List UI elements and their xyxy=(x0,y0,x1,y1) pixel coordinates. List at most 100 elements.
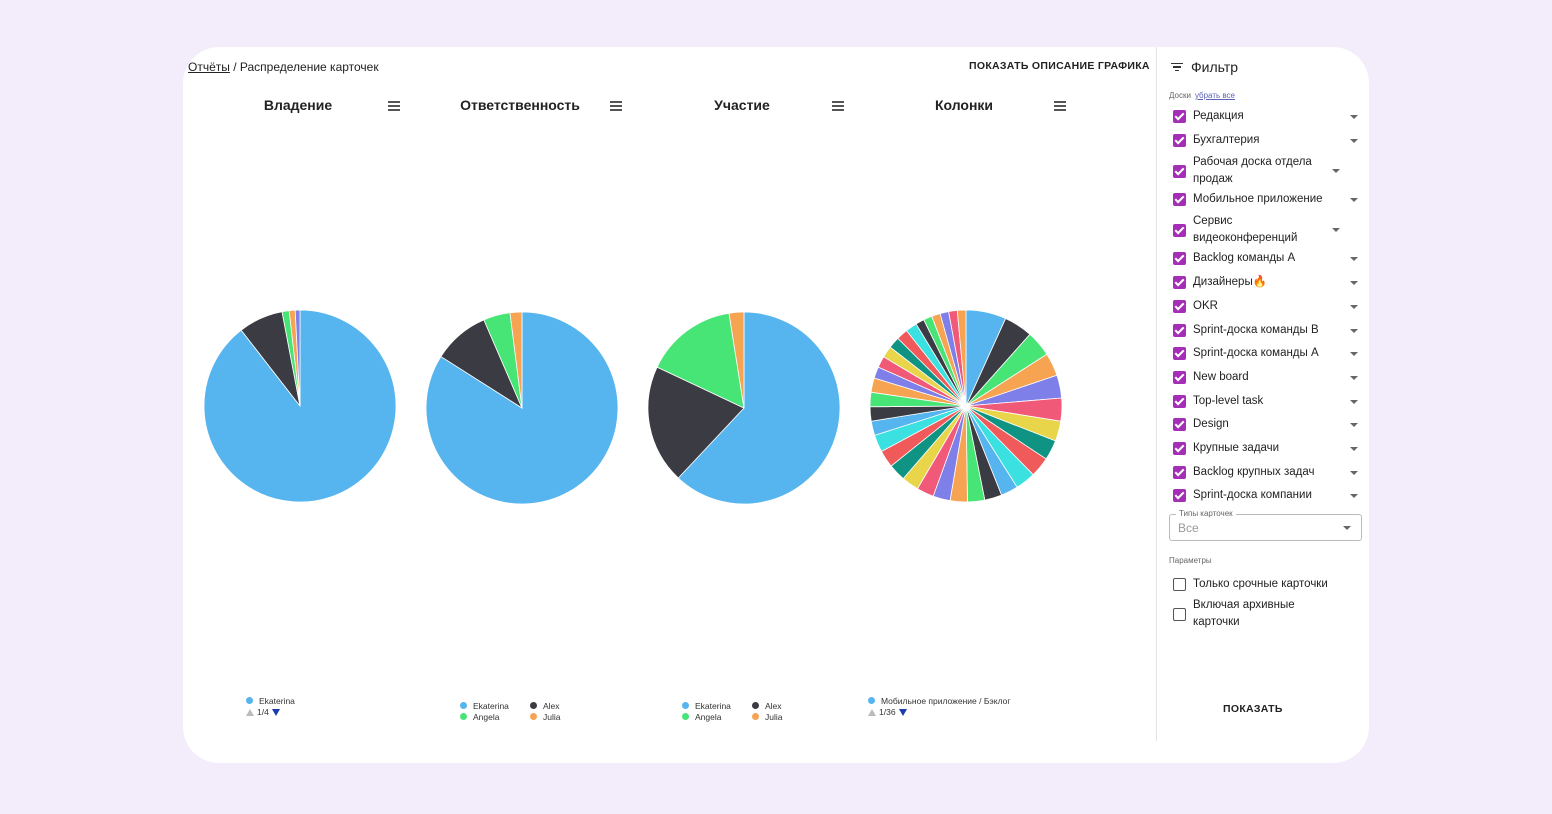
params-section-label: Параметры xyxy=(1169,556,1212,565)
chart-menu-icon[interactable] xyxy=(388,101,400,111)
board-filter-label: Sprint-доска компании xyxy=(1193,489,1312,501)
breadcrumb-reports-link[interactable]: Отчёты xyxy=(188,60,230,74)
board-filter-item[interactable]: New board xyxy=(1173,369,1358,386)
pie-slice[interactable] xyxy=(425,311,619,505)
board-filter-item[interactable]: Sprint-доска команды B xyxy=(1173,322,1358,339)
legend-item[interactable]: Angela xyxy=(682,712,738,722)
remove-all-link[interactable]: убрать все xyxy=(1194,91,1235,100)
board-filter-item[interactable]: Крупные задачи xyxy=(1173,440,1358,457)
checkbox-checked[interactable] xyxy=(1173,134,1186,147)
chevron-down-icon[interactable] xyxy=(1350,138,1358,143)
param-urgent-only[interactable]: Только срочные карточки xyxy=(1173,576,1363,593)
pie-slice[interactable] xyxy=(509,311,523,409)
board-filter-item[interactable]: Backlog крупных задач xyxy=(1173,464,1358,481)
board-filter-item[interactable]: Backlog команды А xyxy=(1173,250,1358,267)
pie-slice[interactable] xyxy=(677,311,841,505)
pie-slice[interactable] xyxy=(956,309,967,407)
board-filter-item[interactable]: Рабочая доска отдела продаж xyxy=(1173,154,1358,188)
pager-next-icon[interactable] xyxy=(898,708,907,716)
checkbox-checked[interactable] xyxy=(1173,276,1186,289)
checkbox-checked[interactable] xyxy=(1173,466,1186,479)
chevron-down-icon[interactable] xyxy=(1350,351,1358,356)
chevron-down-icon[interactable] xyxy=(1350,328,1358,333)
param-include-archived[interactable]: Включая архивные карточки xyxy=(1173,597,1323,631)
chevron-down-icon[interactable] xyxy=(1350,375,1358,380)
chart-menu-icon[interactable] xyxy=(610,101,622,111)
checkbox-checked[interactable] xyxy=(1173,300,1186,313)
card-types-select[interactable]: Типы карточек Все xyxy=(1169,509,1362,541)
pie-slice[interactable] xyxy=(728,311,745,409)
board-filter-label: Дизайнеры🔥 xyxy=(1193,276,1268,288)
pie-slice[interactable] xyxy=(656,312,745,409)
checkbox-checked[interactable] xyxy=(1173,442,1186,455)
board-filter-label: Мобильное приложение xyxy=(1193,193,1323,205)
pager-prev-icon[interactable] xyxy=(246,708,254,716)
legend-item[interactable]: Ekaterina xyxy=(682,701,738,711)
checkbox-checked[interactable] xyxy=(1173,371,1186,384)
board-filter-label: Sprint-доска команды B xyxy=(1193,324,1319,336)
filter-title: Фильтр xyxy=(1191,59,1239,75)
legend-item[interactable]: Alex xyxy=(752,701,808,711)
board-filter-label: Backlog команды А xyxy=(1193,252,1296,264)
pie-chart-participation[interactable] xyxy=(646,310,842,506)
board-filter-item[interactable]: Редакция xyxy=(1173,108,1358,125)
chevron-down-icon[interactable] xyxy=(1350,399,1358,404)
board-filter-item[interactable]: Бухгалтерия xyxy=(1173,132,1358,149)
chevron-down-icon[interactable] xyxy=(1350,304,1358,309)
breadcrumb-current: Распределение карточек xyxy=(239,60,379,74)
chart-menu-icon[interactable] xyxy=(832,101,844,111)
checkbox[interactable] xyxy=(1173,578,1186,591)
checkbox-checked[interactable] xyxy=(1173,418,1186,431)
show-button[interactable]: ПОКАЗАТЬ xyxy=(1223,703,1283,715)
chevron-down-icon[interactable] xyxy=(1350,197,1358,202)
checkbox-checked[interactable] xyxy=(1173,324,1186,337)
checkbox-checked[interactable] xyxy=(1173,110,1186,123)
checkbox-checked[interactable] xyxy=(1173,223,1186,237)
chevron-down-icon[interactable] xyxy=(1350,280,1358,285)
pie-chart-ownership[interactable] xyxy=(202,308,398,504)
board-filter-item[interactable]: Sprint-доска компании xyxy=(1173,487,1358,504)
legend-item[interactable]: Angela xyxy=(460,712,516,722)
pie-slice[interactable] xyxy=(203,309,397,503)
legend-pager: 1/36 xyxy=(868,706,1024,718)
chevron-down-icon[interactable] xyxy=(1350,470,1358,475)
checkbox-checked[interactable] xyxy=(1173,347,1186,360)
legend-item[interactable]: Julia xyxy=(752,712,808,722)
show-chart-description-button[interactable]: ПОКАЗАТЬ ОПИСАНИЕ ГРАФИКА xyxy=(969,60,1150,72)
checkbox[interactable] xyxy=(1173,607,1186,621)
chart-title-columns: Колонки xyxy=(934,97,994,113)
chevron-down-icon[interactable] xyxy=(1350,422,1358,427)
chevron-down-icon[interactable] xyxy=(1350,493,1358,498)
breadcrumb-separator: / xyxy=(229,60,240,74)
chevron-down-icon[interactable] xyxy=(1350,256,1358,261)
board-filter-item[interactable]: Top-level task xyxy=(1173,393,1358,410)
board-filter-item[interactable]: Design xyxy=(1173,416,1358,433)
legend-item[interactable]: Ekaterina xyxy=(460,701,516,711)
checkbox-checked[interactable] xyxy=(1173,395,1186,408)
board-filter-item[interactable]: OKR xyxy=(1173,298,1358,315)
checkbox-checked[interactable] xyxy=(1173,252,1186,265)
board-filter-item[interactable]: Сервис видеоконференций xyxy=(1173,213,1358,247)
legend-item[interactable]: Мобильное приложение / Бэклог xyxy=(868,696,1010,706)
legend-columns: Мобильное приложение / Бэклог 1/36 xyxy=(868,695,1024,718)
checkbox-checked[interactable] xyxy=(1173,193,1186,206)
pie-slice[interactable] xyxy=(294,309,301,407)
pie-chart-columns[interactable] xyxy=(868,308,1064,504)
checkbox-checked[interactable] xyxy=(1173,164,1186,178)
board-filter-item[interactable]: Мобильное приложение xyxy=(1173,191,1358,208)
legend-item[interactable]: Julia xyxy=(530,712,586,722)
legend-item[interactable]: Alex xyxy=(530,701,586,711)
chevron-down-icon[interactable] xyxy=(1332,228,1340,232)
pager-next-icon[interactable] xyxy=(271,708,280,716)
chevron-down-icon[interactable] xyxy=(1350,114,1358,119)
chevron-down-icon[interactable] xyxy=(1332,169,1340,173)
chevron-down-icon[interactable] xyxy=(1350,446,1358,451)
board-filter-item[interactable]: Дизайнеры🔥 xyxy=(1173,274,1358,291)
checkbox-checked[interactable] xyxy=(1173,489,1186,502)
chart-menu-icon[interactable] xyxy=(1054,101,1066,111)
pie-slice[interactable] xyxy=(647,366,745,479)
pie-chart-responsibility[interactable] xyxy=(424,310,620,506)
legend-item[interactable]: Ekaterina xyxy=(246,696,302,706)
pager-prev-icon[interactable] xyxy=(868,708,876,716)
board-filter-item[interactable]: Sprint-доска команды A xyxy=(1173,345,1358,362)
